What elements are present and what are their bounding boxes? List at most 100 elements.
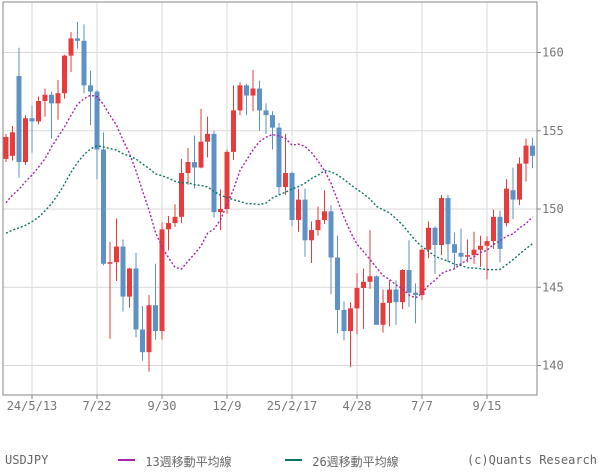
candle-body [465, 255, 470, 257]
candle-body [23, 118, 28, 163]
x-axis-label: 12/9 [213, 399, 242, 413]
candle-body [36, 101, 41, 122]
y-axis-label: 140 [542, 359, 564, 373]
candle-body [257, 88, 262, 111]
candle-body [484, 241, 490, 246]
candle-body [478, 245, 483, 250]
candle-body [120, 246, 126, 297]
candle-body [42, 94, 48, 102]
candle-body [192, 162, 197, 168]
candle-body [328, 211, 334, 258]
candle-body [263, 110, 269, 116]
candle-body [458, 252, 464, 257]
candle-body [107, 262, 113, 264]
y-axis-label: 160 [542, 46, 564, 60]
candle-body [211, 133, 217, 213]
candle-body [127, 268, 132, 297]
x-axis-label: 9/15 [473, 399, 502, 413]
candle-body [530, 145, 535, 156]
candle-body [517, 163, 522, 200]
candle-body [302, 199, 308, 241]
chart-footer: USDJPY 13週移動平均線 26週移動平均線 (c)Quants Resea… [0, 450, 600, 472]
legend-ma26-label: 26週移動平均線 [312, 455, 399, 469]
candle-body [49, 94, 54, 104]
candle-body [153, 305, 158, 332]
candle-body [114, 246, 119, 263]
x-axis-label: 25/2/17 [267, 399, 318, 413]
y-axis-label: 145 [542, 280, 564, 294]
candle-body [16, 75, 22, 163]
candle-body [419, 249, 425, 296]
candle-body [413, 292, 418, 296]
candle-body [218, 209, 223, 213]
candle-body [380, 302, 386, 325]
candle-body [283, 173, 288, 188]
y-axis-label: 155 [542, 124, 564, 138]
candle-body [140, 329, 145, 353]
symbol-label: USDJPY [5, 453, 49, 467]
candle-body [146, 305, 152, 353]
x-axis-label: 4/28 [343, 399, 372, 413]
candle-body [55, 93, 61, 104]
candle-body [387, 289, 392, 303]
candle-body [88, 85, 93, 92]
candle-body [374, 276, 379, 325]
candle-body [3, 137, 9, 159]
candle-body [270, 115, 275, 128]
candle-body [523, 145, 529, 164]
candle-body [205, 133, 210, 142]
candle-body [361, 281, 366, 289]
candle-body [393, 289, 399, 303]
candle-body [406, 270, 412, 293]
x-axis-label: 7/22 [83, 399, 112, 413]
candle-body [341, 309, 347, 332]
candle-body [452, 244, 457, 253]
candle-body [133, 268, 139, 330]
candle-body [315, 219, 321, 231]
x-axis-label: 24/5/13 [7, 399, 58, 413]
candle-body [172, 216, 178, 224]
candle-body [75, 38, 80, 41]
ma13-line [5, 94, 534, 299]
candle-body [296, 199, 301, 220]
x-axis-label: 9/30 [148, 399, 177, 413]
copyright-label: (c)Quants Research [466, 453, 597, 467]
candle-body [354, 288, 360, 309]
candle-body [29, 118, 35, 122]
candle-body [159, 229, 165, 332]
candle-body [471, 249, 477, 256]
legend-item-ma26: 26週移動平均線 [285, 453, 399, 470]
candle-body [432, 227, 438, 245]
candle-body [289, 173, 295, 220]
candle-body [400, 270, 405, 303]
candle-body [348, 308, 353, 332]
x-axis-label: 7/7 [411, 399, 433, 413]
legend-ma13-label: 13週移動平均線 [145, 455, 232, 469]
candle-body [94, 91, 100, 150]
candle-body [101, 149, 106, 264]
candle-body [491, 216, 496, 242]
candle-body [198, 141, 204, 168]
ma26-line-swatch-icon [285, 458, 302, 461]
candle-body [309, 230, 314, 241]
candle-body [426, 227, 431, 250]
candle-body [231, 110, 236, 152]
candle-body [250, 88, 256, 96]
candle-body [62, 55, 67, 94]
candle-body [497, 216, 503, 249]
legend-item-ma13: 13週移動平均線 [118, 453, 232, 470]
candle-body [276, 127, 282, 188]
candle-body [322, 211, 327, 220]
candle-body [10, 132, 15, 156]
candle-body [335, 257, 340, 310]
chart-canvas: 160 155 150 145 140 24/5/13 7/22 9/30 12/9 25/2/1… [2, 1, 564, 413]
candle-body [81, 40, 87, 86]
candle-body [244, 85, 249, 96]
candle-body [179, 173, 184, 217]
candle-body [439, 198, 444, 245]
candle-body [166, 223, 171, 230]
candle-body [367, 276, 373, 282]
candle-body [185, 162, 191, 174]
candle-body [445, 198, 451, 245]
